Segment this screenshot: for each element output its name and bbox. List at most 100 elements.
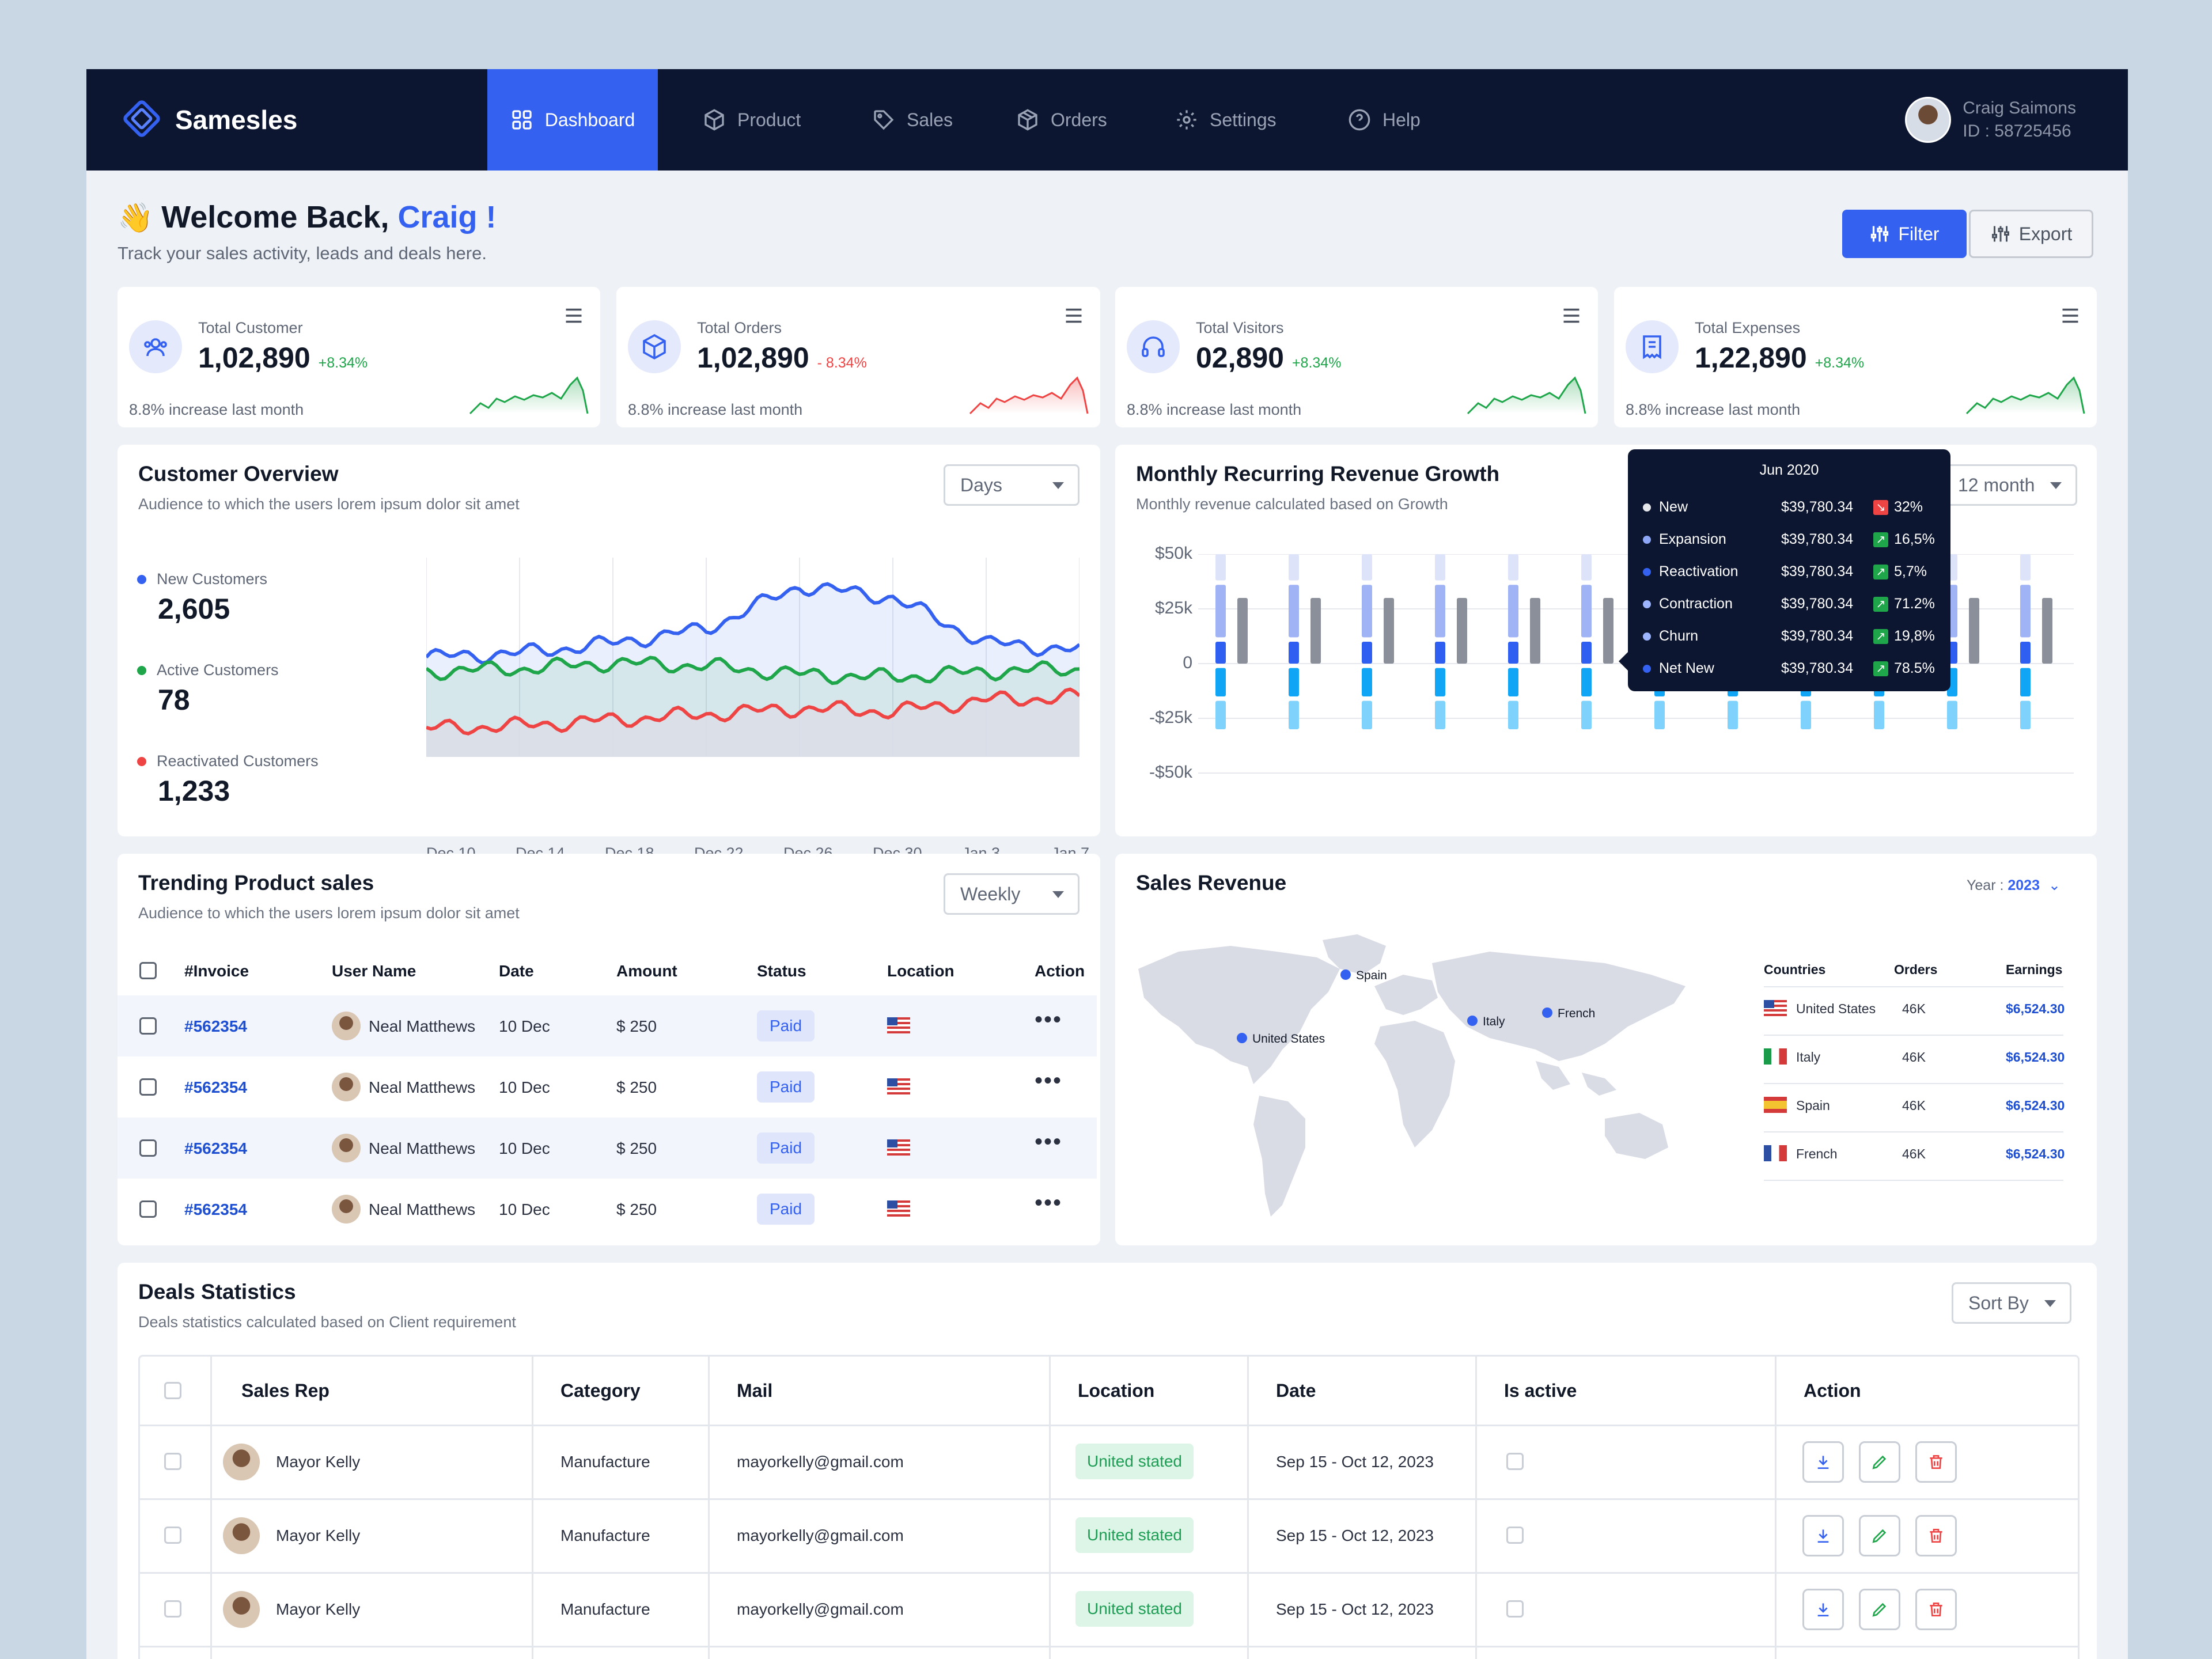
bar-segment[interactable]	[1947, 700, 1957, 729]
bar-segment[interactable]	[2020, 642, 2031, 664]
select-all-checkbox[interactable]	[164, 1382, 181, 1399]
range-dropdown[interactable]: Weekly	[944, 873, 1080, 915]
more-icon[interactable]: •••	[1035, 1068, 1063, 1093]
table-row[interactable]: Mayor Kelly Manufacture mayorkelly@gmail.c…	[140, 1426, 2078, 1498]
row-checkbox[interactable]	[139, 1139, 157, 1157]
bar-segment[interactable]	[1289, 642, 1299, 664]
select-all-checkbox[interactable]	[139, 962, 157, 979]
bar-segment[interactable]	[2020, 700, 2031, 729]
invoice-link[interactable]: #562354	[184, 1017, 248, 1035]
year-selector[interactable]: Year : 2023 ⌄	[1967, 877, 2061, 894]
bar-segment[interactable]	[1289, 700, 1299, 729]
menu-icon[interactable]	[1063, 305, 1084, 326]
bar-segment[interactable]	[1215, 554, 1226, 581]
bar-net-new[interactable]	[2042, 598, 2052, 664]
edit-button[interactable]	[1859, 1589, 1900, 1630]
nav-help[interactable]: Help	[1348, 69, 1421, 171]
nav-sales[interactable]: Sales	[872, 69, 953, 171]
bar-segment[interactable]	[2020, 585, 2031, 638]
delete-button[interactable]	[1915, 1441, 1957, 1483]
bar-segment[interactable]	[1215, 700, 1226, 729]
bar-segment[interactable]	[1508, 668, 1518, 696]
row-checkbox[interactable]	[164, 1527, 181, 1544]
bar-segment[interactable]	[1289, 554, 1299, 581]
bar-segment[interactable]	[1874, 700, 1884, 729]
more-icon[interactable]: •••	[1035, 1190, 1063, 1215]
invoice-link[interactable]: #562354	[184, 1200, 248, 1218]
bar-net-new[interactable]	[1969, 598, 1979, 664]
is-active-checkbox[interactable]	[1506, 1600, 1524, 1618]
nav-settings[interactable]: Settings	[1175, 69, 1277, 171]
brand[interactable]: Samesles	[118, 97, 297, 143]
bar-net-new[interactable]	[1384, 598, 1394, 664]
menu-icon[interactable]	[1561, 305, 1582, 326]
user-profile[interactable]: Craig Saimons ID : 58725456	[1905, 97, 2076, 143]
row-checkbox[interactable]	[139, 1200, 157, 1218]
row-checkbox[interactable]	[139, 1078, 157, 1096]
bar-segment[interactable]	[1215, 585, 1226, 638]
bar-net-new[interactable]	[1237, 598, 1248, 664]
bar-segment[interactable]	[1581, 554, 1592, 581]
table-row[interactable]: #562354 Neal Matthews 10 Dec $ 250 Paid …	[118, 1118, 1097, 1179]
is-active-checkbox[interactable]	[1506, 1527, 1524, 1544]
menu-icon[interactable]	[2060, 305, 2081, 326]
download-button[interactable]	[1802, 1515, 1844, 1556]
is-active-checkbox[interactable]	[1506, 1453, 1524, 1470]
bar-segment[interactable]	[2020, 668, 2031, 696]
bar-segment[interactable]	[1801, 700, 1811, 729]
map-pin[interactable]	[1542, 1007, 1552, 1018]
bar-segment[interactable]	[1362, 585, 1372, 638]
table-row[interactable]: #562354 Neal Matthews 10 Dec $ 250 Paid …	[118, 1056, 1097, 1118]
bar-segment[interactable]	[1581, 700, 1592, 729]
bar-segment[interactable]	[1581, 668, 1592, 696]
bar-segment[interactable]	[1508, 554, 1518, 581]
bar-segment[interactable]	[1289, 668, 1299, 696]
bar-segment[interactable]	[1362, 668, 1372, 696]
filter-button[interactable]: Filter	[1842, 210, 1967, 258]
row-checkbox[interactable]	[139, 1017, 157, 1035]
bar-segment[interactable]	[1581, 642, 1592, 664]
bar-segment[interactable]	[1508, 700, 1518, 729]
more-icon[interactable]: •••	[1035, 1007, 1063, 1032]
more-icon[interactable]: •••	[1035, 1129, 1063, 1154]
nav-orders[interactable]: Orders	[1016, 69, 1107, 171]
bar-segment[interactable]	[1435, 700, 1445, 729]
delete-button[interactable]	[1915, 1515, 1957, 1556]
bar-segment[interactable]	[1215, 668, 1226, 696]
download-button[interactable]	[1802, 1441, 1844, 1483]
invoice-link[interactable]: #562354	[184, 1139, 248, 1157]
bar-net-new[interactable]	[1603, 598, 1613, 664]
bar-segment[interactable]	[1435, 585, 1445, 638]
download-button[interactable]	[1802, 1589, 1844, 1630]
table-row[interactable]: #562354 Neal Matthews 10 Dec $ 250 Paid …	[118, 1179, 1097, 1240]
bar-segment[interactable]	[1215, 642, 1226, 664]
invoice-link[interactable]: #562354	[184, 1078, 248, 1096]
bar-segment[interactable]	[1289, 585, 1299, 638]
range-dropdown[interactable]: 12 month	[1941, 464, 2077, 506]
nav-product[interactable]: Product	[703, 69, 801, 171]
delete-button[interactable]	[1915, 1589, 1957, 1630]
edit-button[interactable]	[1859, 1515, 1900, 1556]
table-row[interactable]: Mayor Kelly Manufacture mayorkelly@gmail.c…	[140, 1574, 2078, 1646]
bar-segment[interactable]	[1728, 700, 1738, 729]
bar-segment[interactable]	[1508, 642, 1518, 664]
menu-icon[interactable]	[563, 305, 584, 326]
edit-button[interactable]	[1859, 1441, 1900, 1483]
row-checkbox[interactable]	[164, 1600, 181, 1618]
table-row[interactable]: #562354 Neal Matthews 10 Dec $ 250 Paid …	[118, 995, 1097, 1056]
bar-net-new[interactable]	[1457, 598, 1467, 664]
map-pin[interactable]	[1237, 1033, 1247, 1043]
bar-segment[interactable]	[1435, 668, 1445, 696]
bar-segment[interactable]	[2020, 554, 2031, 581]
bar-segment[interactable]	[1508, 585, 1518, 638]
bar-net-new[interactable]	[1530, 598, 1540, 664]
row-checkbox[interactable]	[164, 1453, 181, 1470]
map-pin[interactable]	[1340, 969, 1351, 980]
map-pin[interactable]	[1467, 1016, 1478, 1026]
bar-segment[interactable]	[1581, 585, 1592, 638]
table-row[interactable]: Mayor Kelly Manufacture mayorkelly@gmail.c…	[140, 1500, 2078, 1572]
bar-segment[interactable]	[1362, 700, 1372, 729]
bar-segment[interactable]	[1654, 700, 1665, 729]
bar-segment[interactable]	[1362, 642, 1372, 664]
bar-segment[interactable]	[1362, 554, 1372, 581]
